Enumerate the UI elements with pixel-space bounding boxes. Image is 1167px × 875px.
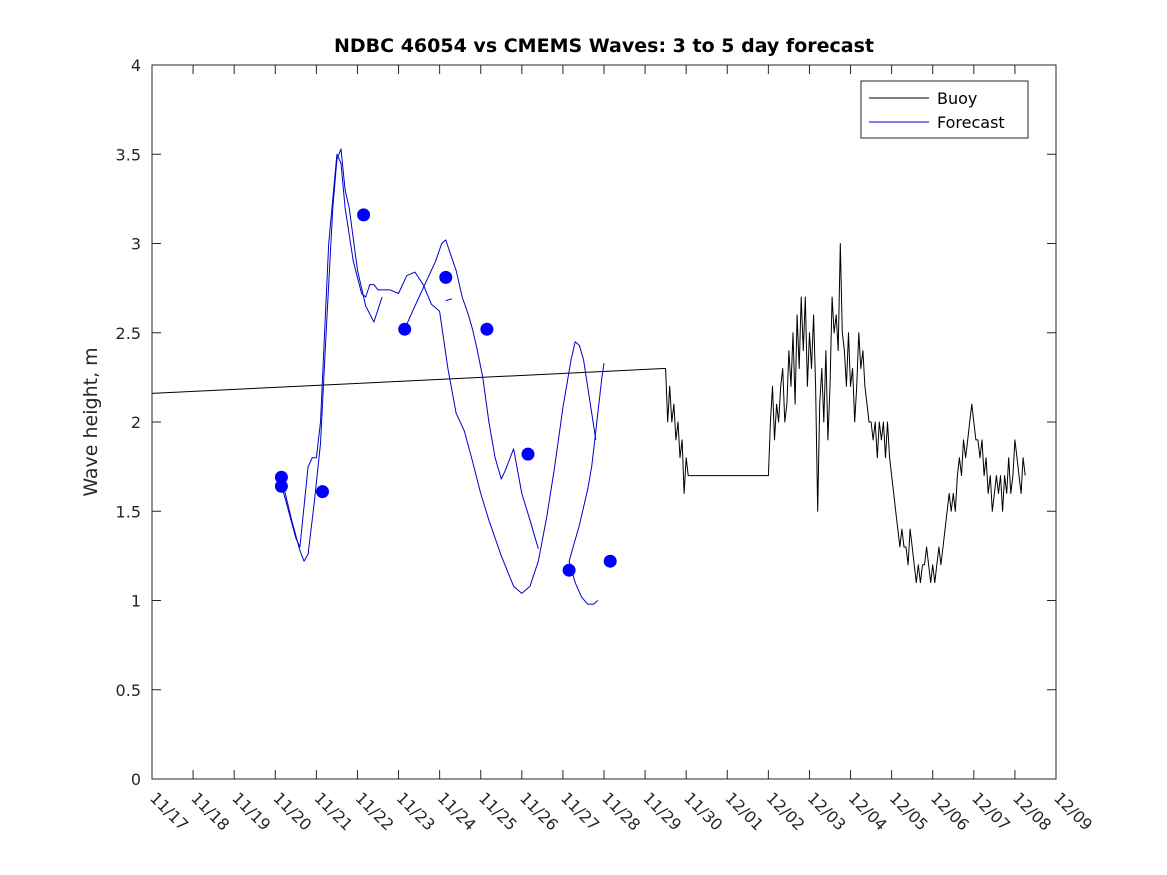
y-tick-label-8: 4 bbox=[131, 56, 141, 75]
forecast-marker-9 bbox=[603, 554, 617, 568]
y-tick-label-7: 3.5 bbox=[116, 145, 141, 164]
forecast-line-segment-1 bbox=[280, 148, 383, 562]
y-tick-label-1: 0.5 bbox=[116, 681, 141, 700]
y-tick-label-4: 2 bbox=[131, 413, 141, 432]
forecast-marker-4 bbox=[398, 322, 412, 336]
forecast-line-segment-2 bbox=[404, 239, 539, 549]
plot-area bbox=[152, 65, 1056, 779]
forecast-line-segment-3 bbox=[445, 298, 453, 302]
legend-buoy-label: Buoy bbox=[937, 89, 977, 108]
forecast-marker-3 bbox=[357, 208, 371, 222]
forecast-line-segment-4 bbox=[568, 561, 599, 605]
y-tick-label-5: 2.5 bbox=[116, 324, 141, 343]
series-layer bbox=[151, 148, 1026, 605]
y-axis-label: Wave height, m bbox=[80, 347, 102, 496]
forecast-marker-6 bbox=[480, 322, 494, 336]
forecast-line-segment-0 bbox=[280, 153, 597, 594]
forecast-marker-5 bbox=[439, 270, 453, 284]
y-tick-label-3: 1.5 bbox=[116, 502, 141, 521]
forecast-line-segment-5 bbox=[568, 363, 605, 562]
forecast-marker-2 bbox=[316, 485, 329, 499]
legend-box bbox=[860, 80, 1029, 139]
forecast-marker-7 bbox=[521, 447, 535, 461]
legend: Buoy Forecast bbox=[860, 80, 1029, 139]
forecast-marker-0 bbox=[274, 470, 288, 484]
legend-forecast-label: Forecast bbox=[937, 113, 1005, 132]
y-tick-label-6: 3 bbox=[131, 235, 141, 254]
y-tick-label-0: 0 bbox=[131, 770, 141, 789]
forecast-marker-8 bbox=[562, 563, 576, 577]
marker-layer bbox=[274, 208, 617, 577]
chart-title: NDBC 46054 vs CMEMS Waves: 3 to 5 day fo… bbox=[334, 35, 874, 57]
forecast-marker-1 bbox=[274, 479, 288, 493]
y-tick-label-2: 1 bbox=[131, 592, 141, 611]
buoy-line-segment-0 bbox=[151, 243, 1026, 584]
